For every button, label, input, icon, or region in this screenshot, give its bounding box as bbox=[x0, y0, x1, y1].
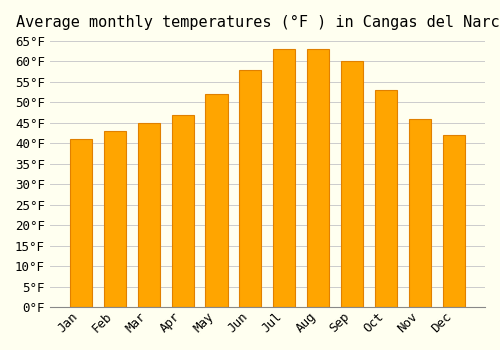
Bar bbox=[342, 61, 363, 307]
Bar bbox=[308, 49, 330, 307]
Bar bbox=[274, 49, 295, 307]
Bar bbox=[104, 131, 126, 307]
Bar bbox=[375, 90, 398, 307]
Bar bbox=[409, 119, 432, 307]
Bar bbox=[70, 139, 92, 307]
Bar bbox=[172, 115, 194, 307]
Bar bbox=[443, 135, 465, 307]
Bar bbox=[206, 94, 228, 307]
Bar bbox=[138, 123, 160, 307]
Title: Average monthly temperatures (°F ) in Cangas del Narcea: Average monthly temperatures (°F ) in Ca… bbox=[16, 15, 500, 30]
Bar bbox=[240, 70, 262, 307]
